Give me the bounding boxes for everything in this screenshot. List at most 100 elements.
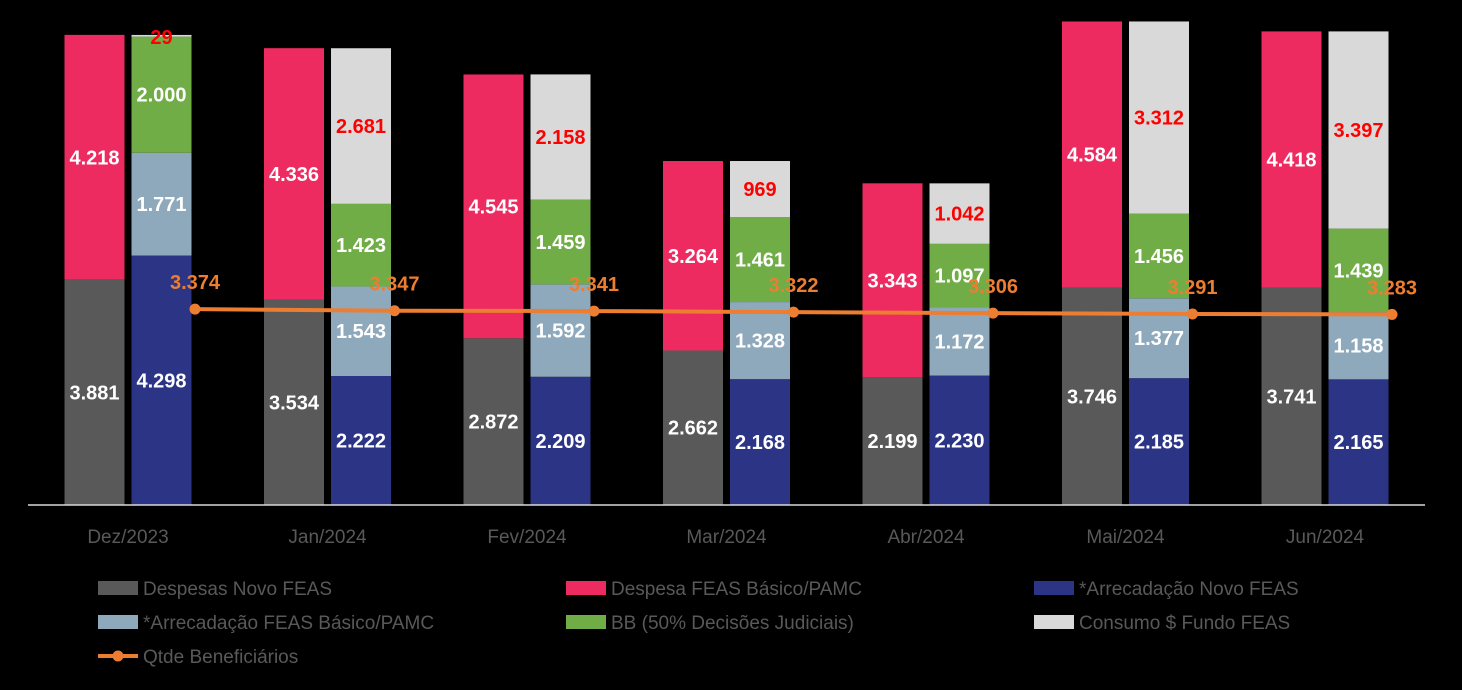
bar-arrec_basico-jan-2024 xyxy=(331,286,391,377)
bar-bb-mar-2024 xyxy=(730,217,790,303)
bar-arrec_basico-jun-2024 xyxy=(1328,312,1389,380)
bar-despesa_basico-fev-2024 xyxy=(463,74,524,339)
bar-arrec_basico-mar-2024 xyxy=(730,302,790,380)
bar-consumo-jan-2024 xyxy=(331,48,391,204)
data-label-arrec_novo-fev-2024: 2.209 xyxy=(535,431,585,453)
legend-label-arrec_novo: *Arrecadação Novo FEAS xyxy=(1079,579,1299,600)
data-label-despesas_novo-mai-2024: 3.746 xyxy=(1067,386,1117,408)
data-label-arrec_basico-jan-2024: 1.543 xyxy=(336,321,386,343)
data-label-consumo-fev-2024: 2.158 xyxy=(535,127,585,149)
data-label-despesa_basico-jan-2024: 4.336 xyxy=(269,164,319,186)
bar-despesas_novo-mai-2024 xyxy=(1062,287,1122,505)
line-point-jun-2024 xyxy=(1386,308,1398,320)
bar-arrec_basico-dez-2023 xyxy=(131,152,192,256)
data-label-bb-abr-2024: 1.097 xyxy=(934,266,984,288)
legend-swatch-arrec_novo xyxy=(1034,581,1074,595)
x-tick-jan-2024: Jan/2024 xyxy=(288,527,367,548)
data-label-arrec_novo-mai-2024: 2.185 xyxy=(1134,432,1184,454)
bar-consumo-mai-2024 xyxy=(1129,21,1189,214)
data-label-consumo-mai-2024: 3.312 xyxy=(1134,108,1184,130)
data-label-bb-mar-2024: 1.461 xyxy=(735,250,785,272)
legend-swatch-despesa_basico xyxy=(566,581,606,595)
legend-label-despesas_novo: Despesas Novo FEAS xyxy=(143,579,332,600)
bar-bb-mai-2024 xyxy=(1129,213,1189,299)
bar-arrec_novo-abr-2024 xyxy=(929,375,990,505)
line-point-abr-2024 xyxy=(987,307,999,319)
x-tick-fev-2024: Fev/2024 xyxy=(487,527,567,548)
data-label-arrec_basico-abr-2024: 1.172 xyxy=(934,332,984,354)
bar-consumo-dez-2023 xyxy=(131,34,192,37)
legend-swatch-despesas_novo xyxy=(98,581,138,595)
data-label-despesa_basico-jun-2024: 4.418 xyxy=(1266,150,1316,172)
bar-despesa_basico-jan-2024 xyxy=(264,48,324,300)
legend-marker-qtde-beneficiarios xyxy=(112,650,124,662)
legend: Despesas Novo FEAS Despesa FEAS Básico/PA… xyxy=(98,579,1299,668)
bar-arrec_novo-jun-2024 xyxy=(1328,379,1389,505)
bar-bb-abr-2024 xyxy=(929,243,990,308)
legend-swatch-consumo xyxy=(1034,615,1074,629)
bar-arrec_novo-mai-2024 xyxy=(1129,378,1189,505)
data-label-despesas_novo-fev-2024: 2.872 xyxy=(468,412,518,434)
bar-despesa_basico-dez-2023 xyxy=(64,34,125,280)
x-tick-mai-2024: Mai/2024 xyxy=(1086,527,1165,548)
data-label-consumo-dez-2023: 29 xyxy=(150,27,172,49)
data-label-arrec_basico-mai-2024: 1.377 xyxy=(1134,328,1184,350)
bar-consumo-fev-2024 xyxy=(530,74,591,200)
bars-layer: 3.881 4.218 4.298 1.771 2.000 29 3.534 4.336 2.2… xyxy=(64,21,1389,505)
data-label-consumo-jun-2024: 3.397 xyxy=(1333,120,1383,142)
data-label-arrec_novo-jun-2024: 2.165 xyxy=(1333,432,1383,454)
line-label-dez-2023: 3.374 xyxy=(170,272,221,294)
data-label-arrec_basico-fev-2024: 1.592 xyxy=(535,321,585,343)
data-label-despesas_novo-mar-2024: 2.662 xyxy=(668,418,718,440)
line-label-jun-2024: 3.283 xyxy=(1367,277,1417,299)
bar-arrec_novo-fev-2024 xyxy=(530,376,591,505)
bar-despesas_novo-jun-2024 xyxy=(1261,287,1322,505)
data-label-arrec_novo-abr-2024: 2.230 xyxy=(934,430,984,452)
bar-arrec_novo-mar-2024 xyxy=(730,379,790,505)
data-label-arrec_basico-dez-2023: 1.771 xyxy=(136,194,186,216)
bar-despesa_basico-mai-2024 xyxy=(1062,21,1122,288)
data-label-despesa_basico-fev-2024: 4.545 xyxy=(468,196,518,218)
x-tick-mar-2024: Mar/2024 xyxy=(686,527,767,548)
bar-arrec_novo-dez-2023 xyxy=(131,255,192,505)
bar-arrec_basico-fev-2024 xyxy=(530,284,591,377)
line-layer: 3.374 3.347 3.341 3.322 3.306 3.291 3.283 xyxy=(170,272,1417,320)
bar-arrec_novo-jan-2024 xyxy=(331,376,391,505)
data-label-consumo-abr-2024: 1.042 xyxy=(934,204,984,226)
bar-despesas_novo-mar-2024 xyxy=(663,350,723,505)
data-label-despesas_novo-abr-2024: 2.199 xyxy=(867,431,917,453)
x-tick-jun-2024: Jun/2024 xyxy=(1286,527,1365,548)
data-label-consumo-jan-2024: 2.681 xyxy=(336,116,386,138)
line-point-fev-2024 xyxy=(588,305,600,317)
line-label-mai-2024: 3.291 xyxy=(1167,277,1217,299)
line-label-fev-2024: 3.341 xyxy=(569,274,619,296)
data-label-despesa_basico-mar-2024: 3.264 xyxy=(668,246,719,268)
data-label-despesa_basico-mai-2024: 4.584 xyxy=(1067,145,1118,167)
data-label-arrec_basico-mar-2024: 1.328 xyxy=(735,331,785,353)
bar-bb-jun-2024 xyxy=(1328,228,1389,313)
data-label-bb-jun-2024: 1.439 xyxy=(1333,260,1383,282)
bar-despesa_basico-mar-2024 xyxy=(663,161,723,351)
legend-label-arrec_basico: *Arrecadação FEAS Básico/PAMC xyxy=(143,613,434,634)
legend-swatch-arrec_basico xyxy=(98,615,138,629)
legend-label-consumo: Consumo $ Fundo FEAS xyxy=(1079,613,1290,634)
data-label-despesa_basico-dez-2023: 4.218 xyxy=(69,147,119,169)
x-tick-labels: Dez/2023 Jan/2024 Fev/2024 Mar/2024 Abr/2024… xyxy=(87,527,1364,548)
data-label-bb-dez-2023: 2.000 xyxy=(136,85,186,107)
data-label-despesas_novo-dez-2023: 3.881 xyxy=(69,382,119,404)
data-label-bb-mai-2024: 1.456 xyxy=(1134,246,1184,268)
bar-arrec_basico-mai-2024 xyxy=(1129,298,1189,379)
bar-arrec_basico-abr-2024 xyxy=(929,307,990,376)
line-point-jan-2024 xyxy=(389,305,400,317)
x-tick-abr-2024: Abr/2024 xyxy=(887,527,965,548)
legend-swatch-bb xyxy=(566,615,606,629)
data-label-despesas_novo-jun-2024: 3.741 xyxy=(1266,386,1316,408)
data-label-bb-jan-2024: 1.423 xyxy=(336,235,386,257)
data-label-despesa_basico-abr-2024: 3.343 xyxy=(867,270,917,292)
data-label-despesas_novo-jan-2024: 3.534 xyxy=(269,392,320,414)
bar-despesa_basico-abr-2024 xyxy=(862,183,923,378)
bar-consumo-jun-2024 xyxy=(1328,31,1389,229)
bar-despesas_novo-dez-2023 xyxy=(64,279,125,505)
legend-label-despesa_basico: Despesa FEAS Básico/PAMC xyxy=(611,579,862,600)
